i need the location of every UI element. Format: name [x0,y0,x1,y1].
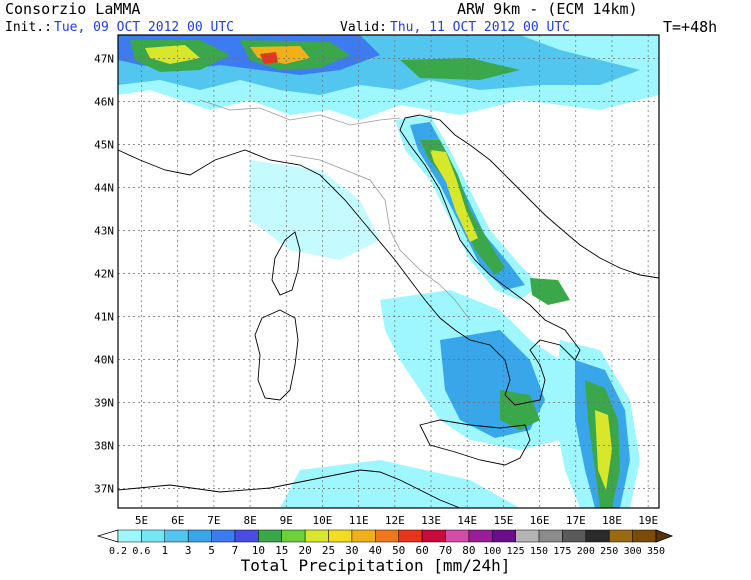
precipitation-map: 47N 46N 45N 44N 43N 42N 41N 40N 39N 38N 37N 5E 6E 7E… [94,34,674,556]
colorbar-swatch [398,529,423,543]
colorbar-level-label: 25 [322,544,335,556]
lat-label: 38N [94,440,114,453]
colorbar-swatch [258,529,282,543]
lat-label: 39N [94,397,114,410]
colorbar-swatch [187,529,212,543]
colorbar-level-label: 30 [345,544,358,556]
longitude-labels: 5E 6E 7E 8E 9E 10E 11E 12E 13E 14E 15E 16E 17E 18E 19E [135,514,658,527]
lon-label: 8E [243,514,256,527]
lon-label: 13E [421,514,441,527]
lon-label: 19E [638,514,658,527]
colorbar-level-label: 150 [530,546,548,556]
lat-label: 47N [94,53,114,66]
colorbar-level-label: 1 [161,544,168,556]
precipitation-colorbar [96,529,674,543]
colorbar-level-label: 5 [208,544,215,556]
colorbar-swatch [304,529,329,543]
lat-label: 42N [94,268,114,281]
colorbar-level-label: 250 [600,546,618,556]
colorbar-level-label: 3 [185,544,192,556]
colorbar-level-label: 100 [483,546,501,556]
lon-label: 15E [493,514,513,527]
lon-label: 6E [171,514,184,527]
colorbar-max-arrow [655,529,674,543]
lead-time: T=+48h [663,18,718,36]
colorbar-title: Total Precipitation [mm/24h] [240,556,511,575]
colorbar-level-label: 7 [232,544,239,556]
colorbar-level-label: 40 [369,544,382,556]
latitude-labels: 47N 46N 45N 44N 43N 42N 41N 40N 39N 38N 37N [94,53,114,496]
lon-label: 12E [385,514,405,527]
lon-label: 14E [457,514,477,527]
colorbar-level-label: 70 [439,544,452,556]
lat-label: 37N [94,483,114,496]
lat-label: 45N [94,139,114,152]
lon-label: 18E [602,514,622,527]
colorbar-level-label: 300 [624,546,642,556]
colorbar-swatch [281,529,306,543]
colorbar-swatch [141,529,166,543]
colorbar-swatch [328,529,353,543]
colorbar-swatch [538,529,563,543]
colorbar-swatch [445,529,470,543]
colorbar-swatch [632,529,657,543]
colorbar-swatch [562,529,587,543]
colorbar-level-label: 125 [507,546,525,556]
country-borders [199,99,471,321]
valid-value: Thu, 11 OCT 2012 00 UTC [390,20,571,35]
lon-label: 16E [530,514,550,527]
map-frame [117,34,660,509]
colorbar-swatch [421,529,446,543]
colorbar-swatch [608,529,633,543]
colorbar-level-label: 20 [299,544,312,556]
source-title: Consorzio LaMMA [5,0,141,18]
lon-label: 7E [207,514,220,527]
lat-label: 44N [94,182,114,195]
colorbar-level-label: 0.6 [132,546,150,556]
colorbar-swatch [117,529,142,543]
colorbar-level-label: 15 [275,544,288,556]
lon-label: 5E [135,514,148,527]
colorbar-swatch [351,529,376,543]
lat-lon-grid [118,35,659,508]
lon-label: 9E [280,514,293,527]
lat-label: 40N [94,354,114,367]
model-title: ARW 9km - (ECM 14km) [457,0,638,18]
init-value: Tue, 09 OCT 2012 00 UTC [54,20,235,35]
lat-label: 46N [94,96,114,109]
colorbar-level-label: 0.2 [109,546,127,556]
coastline [117,114,660,509]
colorbar-level-label: 175 [553,546,571,556]
lon-label: 10E [313,514,333,527]
colorbar-swatch [585,529,610,543]
colorbar-level-label: 10 [252,544,265,556]
colorbar-level-label: 200 [577,546,595,556]
colorbar-level-label: 80 [462,544,475,556]
colorbar-min-arrow [96,529,119,543]
colorbar-level-label: 50 [392,544,405,556]
colorbar-swatch [234,529,259,543]
colorbar-labels: 0.2 0.6 1 3 5 7 10 15 20 25 30 40 50 60 70 80 100 125 150 1… [109,544,665,556]
colorbar-swatch [375,529,399,543]
colorbar-swatch [515,529,540,543]
init-label: Init.: [5,20,52,35]
lat-label: 43N [94,225,114,238]
valid-label: Valid: [340,20,387,35]
colorbar-swatch [468,529,493,543]
lon-label: 17E [566,514,586,527]
colorbar-level-label: 350 [647,546,665,556]
colorbar-swatch [211,529,236,543]
colorbar-level-label: 60 [415,544,428,556]
lat-label: 41N [94,311,114,324]
lon-label: 11E [349,514,369,527]
colorbar-swatch [164,529,189,543]
colorbar-swatch [492,529,516,543]
